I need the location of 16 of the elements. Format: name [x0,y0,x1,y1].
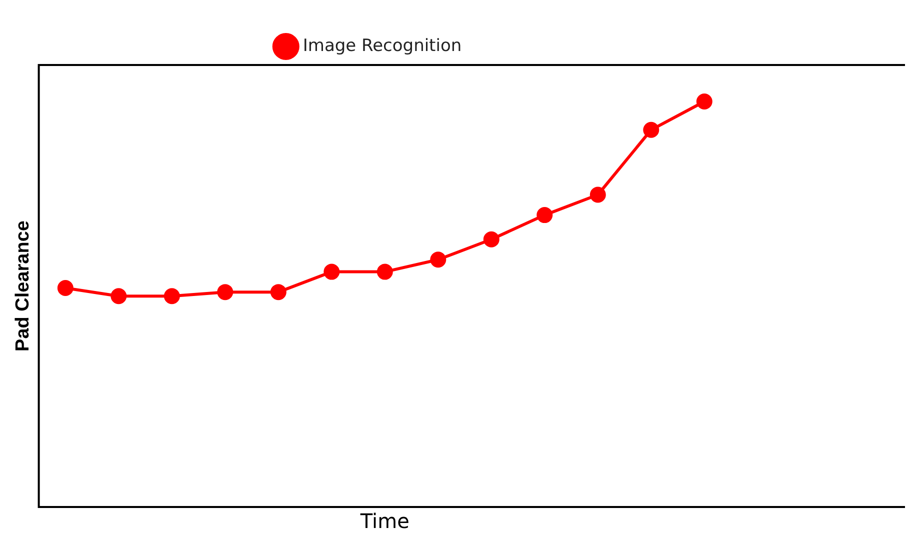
point [324,264,340,280]
point [536,207,553,224]
point [270,284,286,300]
point [217,284,234,300]
y-axis-title: Pad Clearance [12,220,34,352]
point [696,93,712,110]
point [164,288,180,304]
point [430,252,446,268]
point [643,122,660,138]
x-axis-title: Time [359,509,410,534]
point [57,280,74,296]
legend-label: Image Recognition [302,36,462,56]
point [110,288,127,304]
point [376,264,393,280]
point [483,231,500,248]
point [590,186,606,203]
